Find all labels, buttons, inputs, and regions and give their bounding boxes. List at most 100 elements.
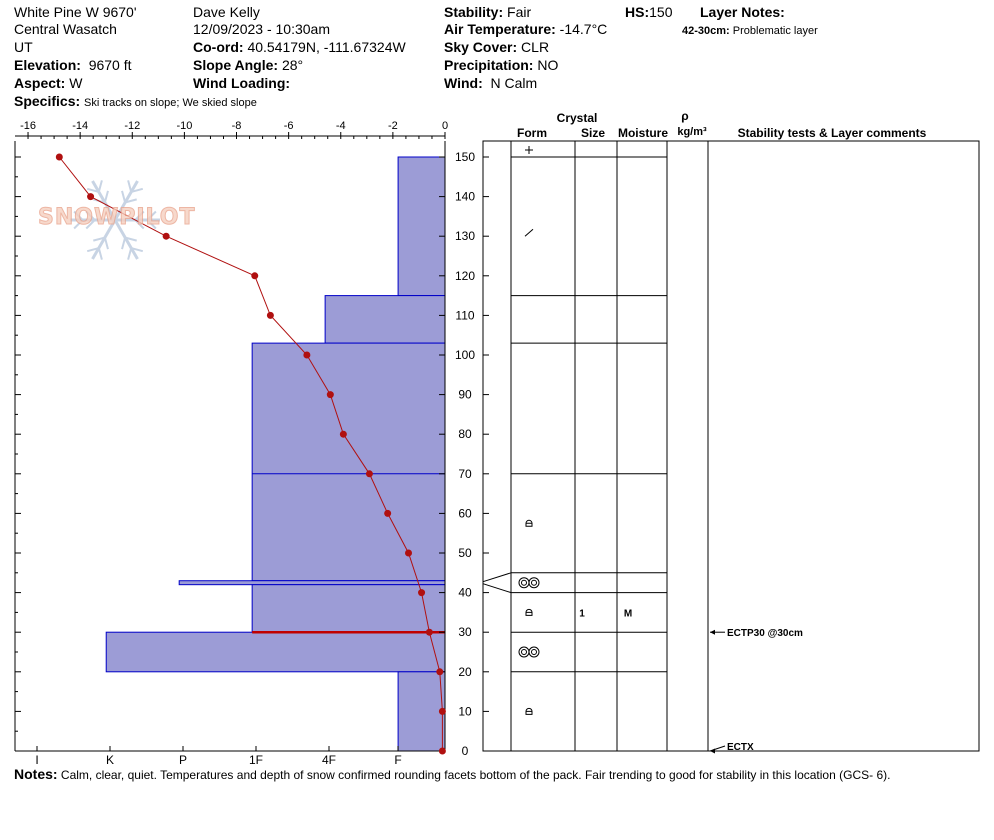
depth-hoar-icon [518, 646, 530, 658]
temperature-tick-label: -14 [72, 120, 88, 132]
rounding-facets-icon [525, 519, 533, 527]
depth-hoar-icon [521, 649, 527, 655]
temperature-tick-label: 0 [442, 120, 448, 132]
stability-label: Stability: [444, 4, 504, 20]
temperature-point [425, 628, 433, 636]
snowflake-arm [113, 180, 139, 221]
hardness-bar [105, 631, 446, 673]
layer-moisture: M [624, 608, 632, 619]
elevation-label: Elevation: [14, 57, 81, 73]
air-temp-label: Air Temperature: [444, 21, 556, 37]
observer-name: Dave Kelly [193, 4, 260, 20]
snowflake-arm [91, 219, 117, 260]
density-symbol: ρ [681, 109, 688, 123]
hardness-bar [397, 156, 446, 297]
layer-note-depth: 42-30cm: [682, 25, 730, 37]
depth-hoar-icon [528, 646, 540, 658]
wind: Wind: N Calm [444, 75, 537, 92]
temperature-tick-label: -8 [232, 120, 242, 132]
form-header: Form [517, 126, 547, 140]
sky-value: CLR [521, 39, 550, 55]
snowflake-branch [73, 219, 84, 230]
temperature-point [266, 311, 274, 319]
snowflake-branch [103, 190, 109, 203]
snow-height: HS:150 [625, 4, 672, 21]
temperature-point [418, 589, 426, 597]
hardness-tick-label: I [35, 753, 38, 767]
snowflake-branch [121, 237, 127, 250]
stability-test-label: ECTX [727, 742, 754, 753]
precip-value: NO [537, 57, 559, 73]
depth-hoar-icon [518, 577, 530, 589]
slope-angle: Slope Angle: 28° [193, 57, 303, 74]
arrow-icon [710, 629, 715, 635]
temperature-point [162, 232, 170, 240]
snowflake-branch [124, 236, 137, 242]
thin-layer-connector [482, 572, 512, 583]
specifics-label: Specifics: [14, 93, 81, 109]
coord-value: 40.54179N, -111.67324W [247, 39, 406, 55]
temperature-point [384, 509, 392, 517]
wind-loading: Wind Loading: [193, 75, 290, 92]
aspect: Aspect: W [14, 75, 82, 92]
air-temp-value: -14.7°C [559, 21, 608, 37]
state: UT [14, 39, 33, 55]
depth-tick-label: 110 [455, 308, 474, 322]
size-header: Size [581, 126, 605, 140]
temperature-tick-label: -4 [336, 120, 346, 132]
temperature-point [436, 668, 444, 676]
hardness-bar [178, 580, 446, 586]
temperature-point [339, 430, 347, 438]
temperature-tick-label: -2 [388, 120, 398, 132]
snowflake-branch [86, 247, 100, 253]
layer-size: 1 [579, 608, 585, 619]
stability-value: Fair [507, 4, 532, 20]
decomposing-particle-icon [524, 228, 534, 237]
temperature-point [405, 549, 413, 557]
depth-tick-label: 120 [455, 269, 475, 283]
snowflake-arm [91, 180, 117, 221]
depth-hoar-icon [521, 579, 527, 586]
air-temperature: Air Temperature: -14.7°C [444, 21, 607, 38]
precipitation: Precipitation: NO [444, 57, 558, 74]
temperature-point [438, 747, 446, 755]
stability: Stability: Fair [444, 4, 531, 21]
temperature-tick-label: -16 [20, 120, 36, 132]
snowflake-branch [86, 187, 100, 193]
stability-test-label: ECTP30 @30cm [727, 628, 803, 639]
snowflake-branch [73, 210, 84, 221]
layer-note-text: Problematic layer [732, 25, 818, 37]
snowflake-branch [121, 190, 127, 203]
observation-datetime: 12/09/2023 - 10:30am [193, 21, 330, 37]
temperature-point [87, 193, 95, 201]
layer-notes-label: Layer Notes: [700, 4, 785, 20]
depth-hoar-icon [531, 649, 537, 655]
temperature-point [326, 391, 334, 399]
crystal-header: Crystal [557, 111, 598, 125]
snowflake-branch [85, 219, 96, 230]
snowflake-icon [70, 180, 160, 260]
specifics: Specifics: Ski tracks on slope; We skied… [14, 93, 257, 112]
depth-tick-label: 50 [458, 546, 472, 560]
table-frame [482, 140, 980, 752]
depth-tick-label: 60 [458, 506, 472, 520]
depth-tick-label: 80 [458, 427, 472, 441]
hardness-tick-label: K [106, 753, 114, 767]
density-unit: kg/m³ [677, 126, 707, 138]
hardness-tick-label: P [179, 753, 187, 767]
layer-table: Crystal Form Size Moisture ρ kg/m³ Stability t… [482, 109, 980, 754]
specifics-value: Ski tracks on slope; We skied slope [84, 97, 257, 109]
depth-hoar-icon [528, 577, 540, 589]
hardness-tick-label: 4F [322, 753, 336, 767]
snowflake-branch [146, 210, 157, 221]
hs-value: 150 [649, 4, 673, 20]
depth-tick-label: 20 [458, 665, 472, 679]
snowflake-branch [134, 219, 145, 230]
snowflake-branch [97, 180, 103, 193]
snowpilot-logo: SNOWPILOT [37, 205, 196, 231]
hs-label: HS: [625, 4, 650, 20]
depth-tick-label: 30 [458, 625, 472, 639]
wind-label: Wind: [444, 75, 483, 91]
snowflake-branch [130, 247, 144, 253]
slope-label: Slope Angle: [193, 57, 279, 73]
